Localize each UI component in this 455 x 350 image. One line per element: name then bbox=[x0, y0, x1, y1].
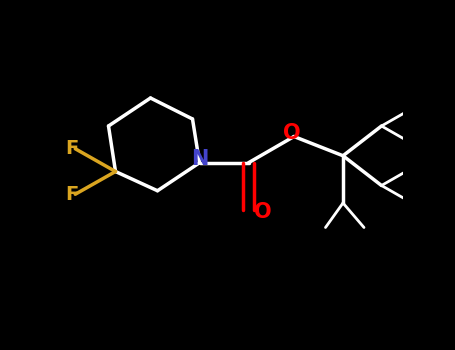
Text: N: N bbox=[191, 149, 208, 169]
Text: O: O bbox=[254, 202, 271, 222]
Text: O: O bbox=[283, 123, 301, 143]
Text: F: F bbox=[65, 139, 78, 158]
Text: F: F bbox=[65, 185, 78, 204]
